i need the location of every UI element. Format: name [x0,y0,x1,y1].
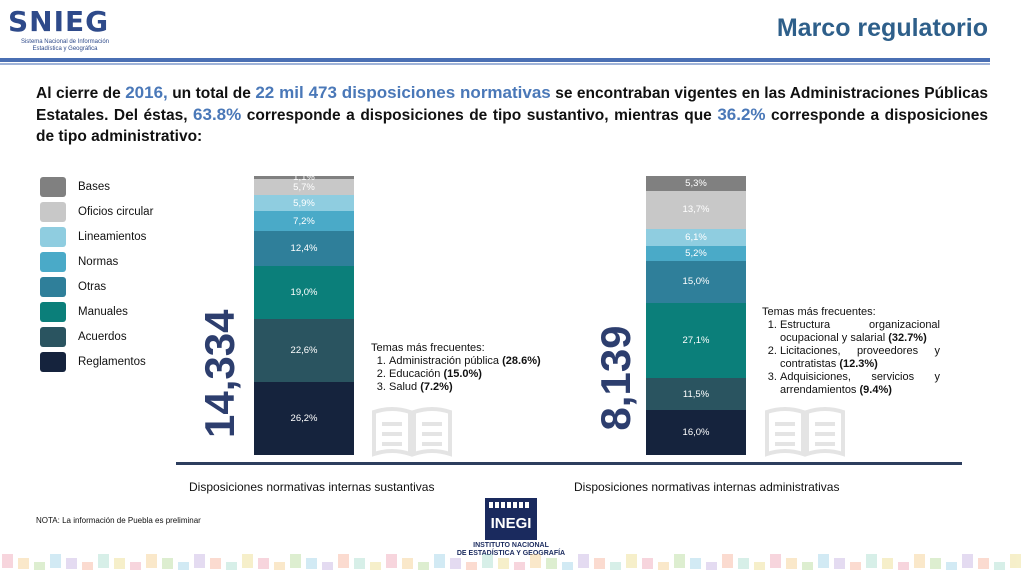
intro-total: 22 mil 473 disposiciones normativas [255,83,551,102]
caption-administrativas: Disposiciones normativas internas admini… [574,480,840,494]
legend-label: Normas [78,256,119,268]
bar-segment-acuerdos: 11,5% [646,378,746,411]
bar-segment-label: 5,2% [685,247,707,259]
topic-item: Licitaciones, proveedores y contratistas… [780,345,940,371]
caption-sustantivas: Disposiciones normativas internas sustan… [189,480,435,494]
bar-segment-bases: 1,1% [254,172,354,183]
snieg-logo-subtitle: Sistema Nacional de Información Estadíst… [20,39,110,52]
legend-label: Oficios circular [78,206,154,218]
bar-segment-label: 19,0% [290,287,318,298]
intro-text-1: Al cierre de [36,85,126,102]
bar-segment-label: 5,7% [293,181,315,193]
intro-text-4: corresponde a disposiciones de tipo sust… [241,107,718,124]
total-sustantivas: 14,334 [196,309,243,438]
stacked-bar-administrativas: 16,0% 11,5% 27,1% 15,0% 5,2% 6,1% 13,7% 5,3% [646,176,746,455]
intro-year: 2016, [125,83,168,102]
legend-swatch [40,302,66,322]
total-administrativas: 8,139 [592,325,639,431]
snieg-logo: SNIEG Sistema Nacional de Información Es… [8,5,118,55]
bar-segment-label: 13,7% [682,204,710,216]
bar-segment-label: 26,2% [290,412,318,424]
legend-swatch [40,177,66,197]
bar-segment-label: 16,0% [682,427,710,439]
bar-segment-label: 1,1% [293,172,315,184]
topic-item: Administración pública (28.6%) [389,355,561,368]
legend-item: Bases [40,177,190,199]
bar-segment-acuerdos: 22,6% [254,319,354,382]
bar-segment-reglamentos: 26,2% [254,381,354,455]
topics-heading: Temas más frecuentes: [371,342,485,354]
topic-item: Educación (15.0%) [389,368,561,381]
legend-swatch [40,227,66,247]
legend-item: Oficios circular [40,202,190,224]
bar-segment-normas: 7,2% [254,211,354,232]
inegi-logo: INEGI INSTITUTO NACIONAL DE ESTADÍSTICA … [445,496,577,562]
legend-swatch [40,202,66,222]
inegi-logo-text: INEGI [491,515,532,532]
bar-segment-label: 7,2% [293,215,315,227]
bar-segment-lineamientos: 6,1% [646,229,746,247]
inegi-logo-mark: INEGI [485,498,537,540]
topics-list: Estructura organizacional ocupacional y … [762,319,940,397]
bar-segment-label: 22,6% [290,344,318,356]
bar-segment-manuales: 27,1% [646,302,746,379]
legend-label: Acuerdos [78,331,127,343]
legend-swatch [40,277,66,297]
bar-segment-bases: 5,3% [646,176,746,191]
bar-segment-label: 6,1% [685,232,707,244]
legend-label: Bases [78,181,110,193]
bar-segment-otras: 15,0% [646,260,746,303]
intro-paragraph: Al cierre de 2016, un total de 22 mil 47… [36,82,988,147]
bar-segment-label: 12,4% [290,243,318,255]
legend-item: Otras [40,277,190,299]
intro-pct-administrativo: 36.2% [717,105,766,124]
intro-pct-sustantivo: 63.8% [193,105,242,124]
legend-label: Otras [78,281,107,293]
intro-text-5: corresponde a disposiciones de tipo admi… [36,107,988,145]
legend-item: Reglamentos [40,352,190,374]
intro-text-3: se encontraban vigentes en las Administr… [36,85,988,124]
topic-item: Estructura organizacional ocupacional y … [780,319,940,345]
topic-item: Adquisiciones, servicios y arrendamiento… [780,371,940,397]
bar-segment-otras: 12,4% [254,231,354,267]
bar-segment-normas: 5,2% [646,246,746,261]
legend-label: Lineamientos [78,231,147,243]
topics-list: Administración pública (28.6%) Educación… [371,355,561,394]
footnote: NOTA: La información de Puebla es prelim… [36,516,201,525]
book-icon [372,407,452,457]
header-rule-light [0,63,990,65]
legend-label: Reglamentos [78,356,146,368]
chart-baseline [176,462,962,465]
bar-segment-oficios-circular: 13,7% [646,190,746,230]
bar-segment-manuales: 19,0% [254,266,354,319]
decorative-footer-strip [2,554,1021,570]
intro-text-2: un total de [167,85,256,102]
book-icon [765,407,845,457]
legend-swatch [40,252,66,272]
bar-segment-lineamientos: 5,9% [254,194,354,212]
topics-heading: Temas más frecuentes: [762,306,876,318]
bar-segment-label: 5,9% [293,197,315,209]
bar-segment-oficios-circular: 5,7% [254,179,354,195]
topic-item: Salud (7.2%) [389,381,561,394]
stacked-bar-sustantivas: 26,2% 22,6% 19,0% 12,4% 7,2% 5,9% 5,7% 1,1% [254,172,354,455]
legend-label: Manuales [78,306,128,318]
legend-item: Acuerdos [40,327,190,349]
topics-administrativas: Temas más frecuentes: Estructura organiz… [762,306,940,397]
legend-item: Lineamientos [40,227,190,249]
topics-sustantivas: Temas más frecuentes: Administración púb… [371,342,561,394]
bar-segment-label: 27,1% [682,334,710,346]
legend-swatch [40,352,66,372]
page-title: Marco regulatorio [776,14,988,42]
header-rule [0,58,990,62]
bar-segment-reglamentos: 16,0% [646,410,746,455]
inegi-name: INSTITUTO NACIONAL DE ESTADÍSTICA Y GEOG… [456,542,566,557]
snieg-logo-text: SNIEG [8,5,110,38]
bar-segment-label: 5,3% [685,177,707,189]
legend-item: Manuales [40,302,190,324]
legend-swatch [40,327,66,347]
bar-segment-label: 11,5% [682,388,710,400]
bar-segment-label: 15,0% [682,276,710,288]
legend-item: Normas [40,252,190,274]
